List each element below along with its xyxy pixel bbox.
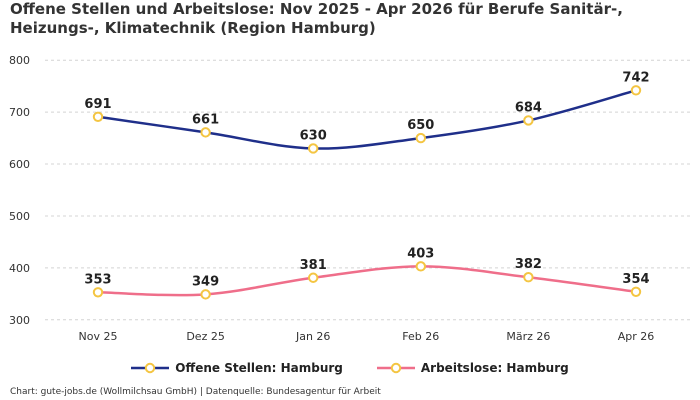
x-tick-label: Nov 25 [79, 330, 118, 343]
data-label: 691 [84, 97, 111, 112]
chart-title: Offene Stellen und Arbeitslose: Nov 2025… [10, 0, 623, 37]
y-tick-label: 800 [9, 54, 30, 67]
series-line-1 [96, 89, 638, 150]
data-label: 354 [622, 272, 649, 287]
data-point[interactable] [308, 143, 319, 154]
legend-label-series-1: Offene Stellen: Hamburg [175, 361, 343, 375]
series-layer [92, 85, 642, 300]
data-label: 684 [515, 100, 542, 115]
data-point[interactable] [415, 261, 426, 272]
legend-swatch-series-1 [131, 362, 170, 374]
data-label: 353 [84, 272, 111, 287]
y-axis: 300 400 500 600 700 800 [9, 54, 30, 327]
y-tick-label: 400 [9, 262, 30, 275]
legend-label-series-2: Arbeitslose: Hamburg [420, 361, 569, 375]
data-point[interactable] [523, 272, 534, 283]
data-point[interactable] [308, 272, 319, 283]
data-point[interactable] [200, 289, 211, 300]
data-label: 630 [300, 128, 327, 143]
data-point[interactable] [630, 286, 642, 297]
data-label: 403 [407, 246, 434, 261]
series-line-2 [96, 265, 638, 297]
data-label: 349 [192, 274, 219, 289]
data-point[interactable] [92, 111, 104, 122]
grid-layer [45, 59, 692, 321]
data-label: 650 [407, 118, 434, 133]
x-tick-label: März 26 [506, 330, 550, 343]
data-point[interactable] [523, 115, 534, 126]
legend-item-arbeitslose[interactable]: Arbeitslose: Hamburg [376, 361, 569, 375]
data-label: 381 [300, 258, 327, 273]
x-axis: Nov 25 Dez 25 Jan 26 Feb 26 März 26 Apr 26 [79, 330, 655, 343]
legend-swatch-series-2 [376, 362, 415, 374]
x-tick-label: Jan 26 [295, 330, 330, 343]
data-label: 742 [622, 70, 649, 85]
source-credit: Chart: gute-jobs.de (Wollmilchsau GmbH) … [10, 387, 381, 397]
legend: Offene Stellen: Hamburg Arbeitslose: Ham… [0, 361, 700, 375]
x-tick-label: Dez 25 [186, 330, 225, 343]
x-tick-label: Apr 26 [618, 330, 655, 343]
y-tick-label: 500 [9, 210, 30, 223]
data-label-layer: 691 661 630 650 684 742 353 349 381 403 382 354 [84, 70, 649, 289]
data-point[interactable] [92, 287, 104, 298]
data-point[interactable] [415, 132, 426, 144]
y-tick-label: 300 [9, 314, 30, 327]
data-label: 382 [515, 257, 542, 272]
legend-item-offene-stellen[interactable]: Offene Stellen: Hamburg [131, 361, 343, 375]
y-tick-label: 600 [9, 158, 30, 171]
data-point[interactable] [630, 85, 642, 96]
x-tick-label: Feb 26 [402, 330, 439, 343]
data-label: 661 [192, 112, 219, 127]
data-point[interactable] [200, 127, 211, 138]
y-tick-label: 700 [9, 106, 30, 119]
